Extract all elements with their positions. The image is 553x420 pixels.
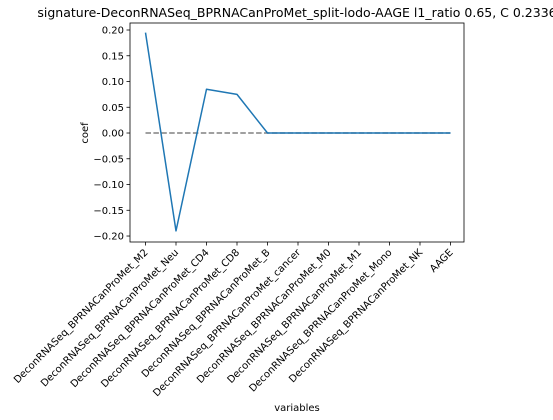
y-axis: 0.20 0.15 0.10 0.05 0.00 −0.05 −0.10 −0.15 −0.20 <box>93 26 130 243</box>
y-tick-label: 0.20 <box>102 26 124 37</box>
x-axis: DeconRNASeq_BPRNACanProMet_M2DeconRNASeq… <box>12 242 456 399</box>
x-tick-label: AAGE <box>428 247 455 274</box>
series-line-0 <box>144 32 451 232</box>
y-tick-label: −0.15 <box>93 206 124 217</box>
y-tick-label: −0.20 <box>93 232 124 243</box>
y-tick-label: −0.10 <box>93 180 124 191</box>
chart-title: signature-DeconRNASeq_BPRNACanProMet_spl… <box>37 5 553 20</box>
y-tick-label: −0.05 <box>93 154 124 165</box>
x-tick-label: DeconRNASeq_BPRNACanProMet_Mono <box>247 247 394 394</box>
plot-area <box>129 22 465 243</box>
x-tick-label: DeconRNASeq_BPRNACanProMet_CD4 <box>69 247 212 390</box>
y-tick-label: 0.10 <box>102 77 124 88</box>
axes-frame <box>129 22 465 243</box>
y-tick-label: 0.15 <box>102 51 124 62</box>
x-axis-label: variables <box>274 403 320 414</box>
y-axis-label: coef <box>80 122 91 144</box>
y-tick-label: 0.05 <box>102 103 124 114</box>
y-tick-label: 0.00 <box>102 129 124 140</box>
x-tick-label: DeconRNASeq_BPRNACanProMet_Neu <box>39 247 181 389</box>
